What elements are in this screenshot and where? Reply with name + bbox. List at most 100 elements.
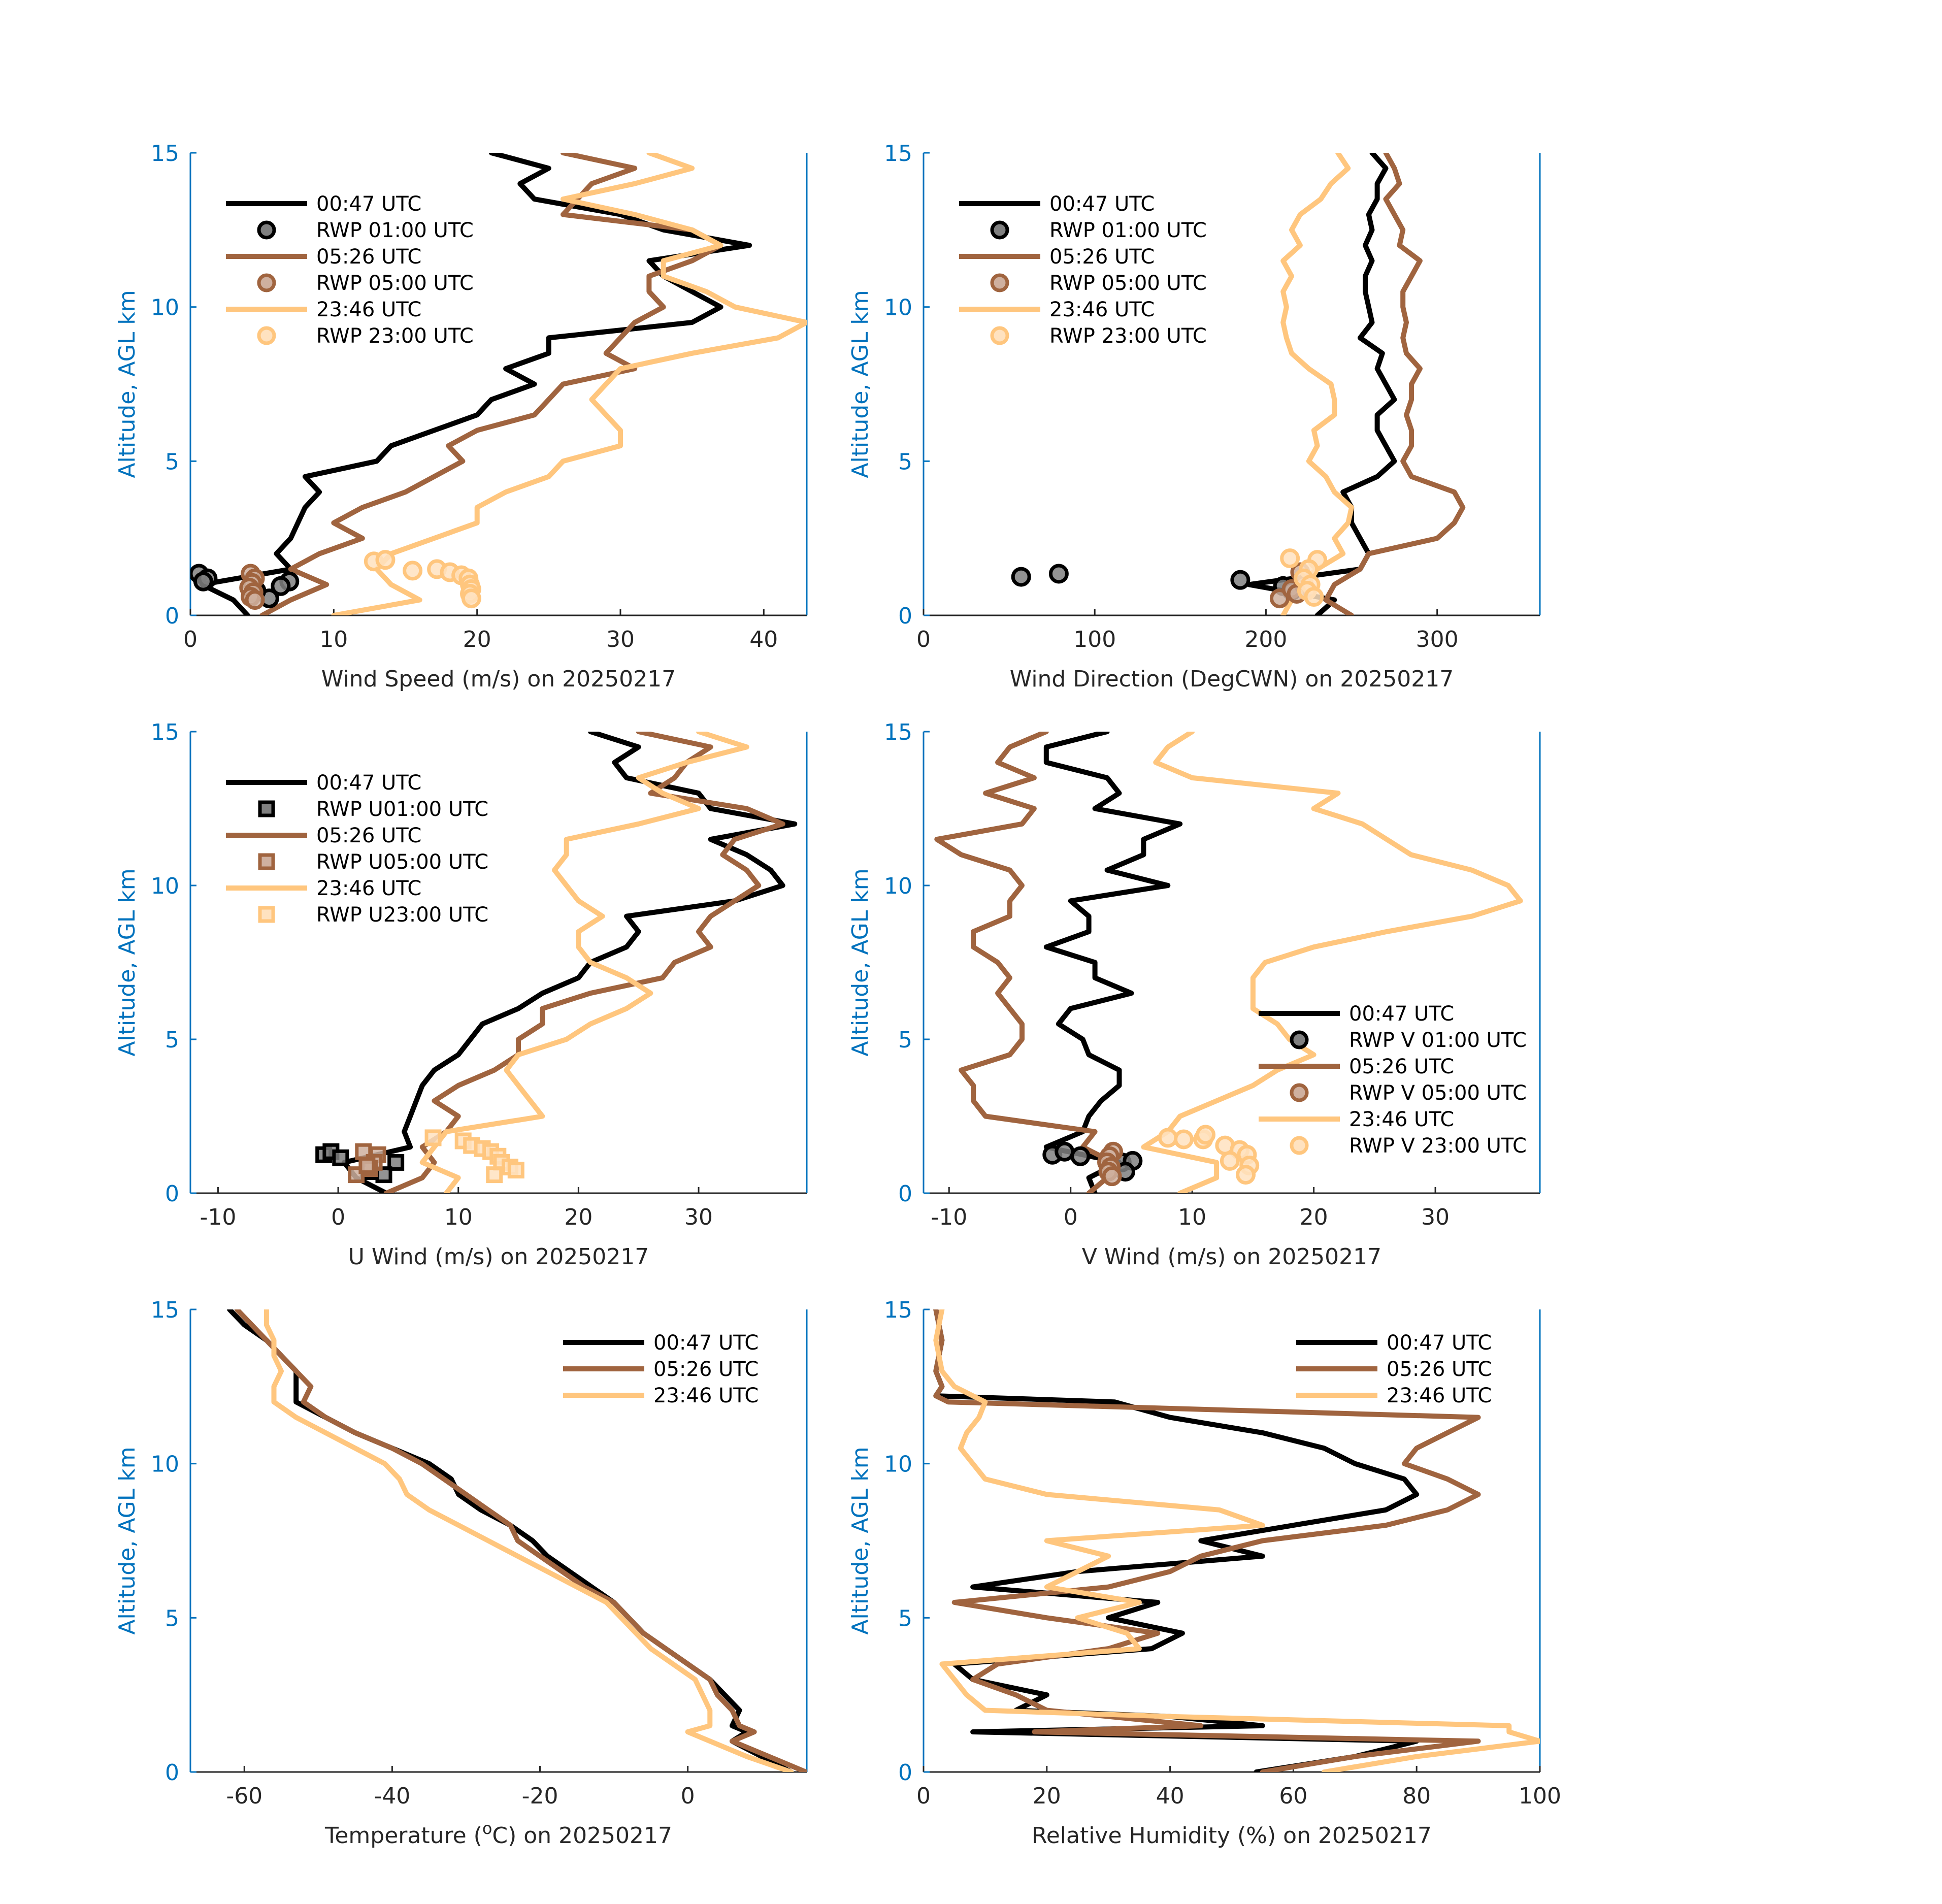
y-axis-label: Altitude, AGL km: [114, 290, 140, 478]
legend-label: 05:26 UTC: [653, 1358, 759, 1381]
legend-item: RWP V 01:00 UTC: [1290, 1029, 1527, 1052]
y-tick-label: 10: [151, 1452, 179, 1478]
x-tick-label: 40: [749, 627, 778, 652]
series-line-2346: [1141, 732, 1523, 1193]
y-tick-label: 10: [884, 1452, 912, 1478]
x-tick-label: -10: [931, 1204, 967, 1230]
legend-circle-marker: [257, 220, 276, 240]
series-line-2346: [264, 1309, 794, 1772]
rwp-circle-point: [245, 590, 265, 610]
legend-label: 23:46 UTC: [316, 298, 421, 321]
legend-item: 05:26 UTC: [1259, 1055, 1454, 1078]
legend: 00:47 UTC RWP U01:00 UTC 05:26 UTC RWP U05:…: [226, 771, 488, 927]
legend-circle-marker: [1290, 1030, 1309, 1049]
y-axis-label: Altitude, AGL km: [114, 1447, 140, 1634]
y-tick-label: 10: [884, 873, 912, 899]
legend: 00:47 UTC 05:26 UTC 23:46 UTC: [563, 1331, 759, 1407]
y-tick-label: 0: [898, 603, 912, 629]
x-axis-label: Relative Humidity (%) on 20250217: [1032, 1823, 1432, 1849]
y-tick-label: 5: [898, 1027, 912, 1053]
y-tick-label: 5: [165, 449, 179, 475]
legend-item: 05:26 UTC: [226, 824, 421, 847]
series-line-0526: [234, 1309, 807, 1772]
legend-label: 05:26 UTC: [1387, 1358, 1492, 1381]
legend-label: RWP 23:00 UTC: [316, 324, 474, 348]
x-tick-label: 20: [463, 627, 491, 652]
x-tick-label: 40: [1156, 1783, 1184, 1809]
series-line-0047: [1043, 732, 1183, 1193]
legend-label: 00:47 UTC: [1387, 1331, 1492, 1355]
legend-item: RWP 01:00 UTC: [990, 219, 1207, 242]
rwp-circle-point: [1173, 1129, 1194, 1150]
series-line-2346: [933, 1309, 1540, 1772]
legend-label: RWP U01:00 UTC: [316, 798, 488, 821]
legend-label: 05:26 UTC: [316, 824, 421, 847]
plot-area: [227, 1309, 807, 1772]
rwp-circle-point: [1230, 570, 1250, 590]
rwp-circle-point: [1280, 548, 1300, 569]
x-tick-label: 80: [1402, 1783, 1431, 1809]
panel-wspd: 0 10 20 30 40 0 5 10 15 Wind Speed (m/s) on 20250…: [114, 141, 808, 692]
y-tick-label: 10: [151, 873, 179, 899]
legend-label: RWP 05:00 UTC: [1049, 272, 1207, 295]
legend-label: 23:46 UTC: [316, 877, 421, 900]
y-tick-label: 0: [898, 1760, 912, 1786]
legend-item: 00:47 UTC: [959, 192, 1155, 216]
legend-item: 23:46 UTC: [226, 877, 421, 900]
y-axis-label: Altitude, AGL km: [847, 290, 873, 478]
legend-item: RWP V 05:00 UTC: [1290, 1081, 1527, 1105]
x-axis-label: Temperature (oC) on 20250217: [324, 1819, 672, 1849]
panel-rh: 0 20 40 60 80 100 0 5 10 15 Relative Humidity (%) …: [847, 1297, 1561, 1849]
legend-label: RWP 01:00 UTC: [316, 219, 474, 242]
legend-circle-marker: [1290, 1083, 1309, 1102]
legend-item: 00:47 UTC: [226, 771, 421, 795]
x-tick-label: 0: [1064, 1204, 1078, 1230]
plot-area: [190, 153, 807, 615]
legend-label: 05:26 UTC: [1049, 245, 1155, 269]
rwp-circle-point: [1055, 1141, 1075, 1162]
x-tick-label: -60: [226, 1783, 262, 1809]
legend: 00:47 UTC RWP 01:00 UTC 05:26 UTC RWP 05:00…: [226, 192, 474, 348]
legend-item: 05:26 UTC: [959, 245, 1155, 269]
x-axis-label: V Wind (m/s) on 20250217: [1082, 1244, 1381, 1270]
rwp-circle-point: [1304, 587, 1324, 607]
x-tick-label: 10: [1178, 1204, 1206, 1230]
y-tick-label: 15: [151, 141, 179, 167]
x-tick-label: 20: [564, 1204, 593, 1230]
plot-area: [933, 1309, 1540, 1772]
legend: 00:47 UTC 05:26 UTC 23:46 UTC: [1296, 1331, 1492, 1407]
legend-label: RWP V 05:00 UTC: [1349, 1081, 1527, 1105]
x-tick-label: 30: [1421, 1204, 1450, 1230]
legend-label: RWP 05:00 UTC: [316, 272, 474, 295]
plot-area: [934, 732, 1523, 1193]
y-tick-label: 0: [165, 1181, 179, 1207]
panel-wdir: 0 100 200 300 0 5 10 15 Wind Direction (DegCWN) …: [847, 141, 1541, 692]
legend-item: 05:26 UTC: [226, 245, 421, 269]
rwp-circle-point: [1196, 1125, 1216, 1145]
legend-item: 23:46 UTC: [226, 298, 421, 321]
legend-label: 00:47 UTC: [316, 192, 421, 216]
legend-item: 00:47 UTC: [226, 192, 421, 216]
y-tick-label: 0: [165, 1760, 179, 1786]
rwp-circle-point: [1102, 1166, 1122, 1187]
y-tick-label: 15: [884, 719, 912, 745]
y-tick-label: 10: [151, 295, 179, 321]
x-tick-label: -40: [374, 1783, 410, 1809]
rwp-square-point: [424, 1129, 442, 1146]
rwp-circle-point: [193, 571, 213, 592]
y-axis-label: Altitude, AGL km: [847, 1447, 873, 1634]
legend-label: 00:47 UTC: [1349, 1002, 1454, 1026]
rwp-circle-point: [1048, 564, 1069, 584]
legend-item: 23:46 UTC: [1296, 1384, 1492, 1407]
legend-label: 23:46 UTC: [1049, 298, 1155, 321]
legend-item: 23:46 UTC: [959, 298, 1155, 321]
legend-item: RWP 01:00 UTC: [257, 219, 474, 242]
legend-label: RWP V 01:00 UTC: [1349, 1029, 1527, 1052]
x-tick-label: -20: [522, 1783, 558, 1809]
x-tick-label: 30: [684, 1204, 713, 1230]
panels: 0 10 20 30 40 0 5 10 15 Wind Speed (m/s) on 20250…: [114, 141, 1561, 1849]
rwp-circle-point: [1158, 1128, 1178, 1148]
x-tick-label: 100: [1073, 627, 1116, 652]
series-line-0047: [227, 1309, 794, 1772]
rwp-circle-point: [461, 588, 481, 609]
